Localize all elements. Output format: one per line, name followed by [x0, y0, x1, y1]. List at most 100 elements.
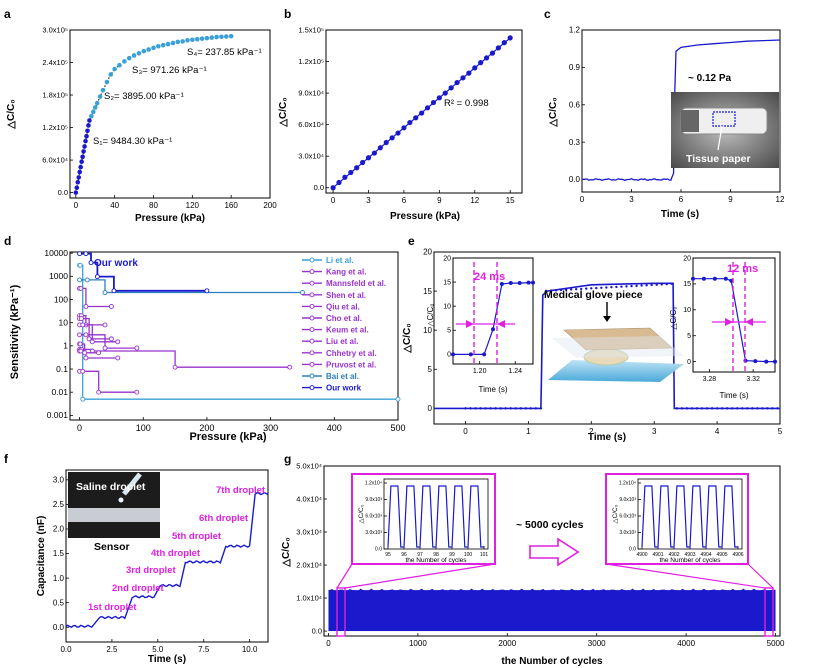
glove-base [548, 360, 684, 382]
data-point-b [336, 179, 342, 186]
e-xtick-label: 2 [589, 427, 594, 436]
panel-g: g 0 1000 2000 3000 4000 5000 0.0 1.0x10⁴ 2.0x10… [281, 452, 785, 667]
marker-e [690, 407, 694, 410]
marker-e [469, 407, 472, 410]
zoom-line-start-left [336, 563, 353, 589]
a-xtick-label: 0 [74, 201, 79, 210]
d-ytick-label: 100 [54, 294, 68, 304]
marker-e [499, 407, 502, 410]
plot-frame-a [69, 29, 271, 199]
marker-e [705, 407, 709, 410]
legend-label: Shen et al. [326, 291, 366, 300]
y-ticks-c: 0.0 0.3 0.6 0.9 1.2 [569, 26, 585, 184]
inset-right-point-e [764, 359, 769, 364]
sensitivity-marker [83, 304, 89, 309]
inset-left-point-e [531, 280, 535, 285]
sensitivity-marker [94, 274, 100, 280]
f-ytick-label: 3.0 [53, 475, 65, 484]
sensitivity-marker [300, 290, 305, 295]
data-point-a [165, 41, 171, 47]
marker-e [544, 289, 548, 293]
inset-right-ylabel-e: △C/C₀ [669, 306, 678, 329]
sensitivity-marker [96, 350, 102, 356]
data-point-b [430, 99, 437, 106]
legend-label: Keum et al. [326, 326, 369, 335]
y-axis-label-b: △C/C₀ [278, 97, 289, 127]
plot-frame-g [323, 465, 781, 637]
inset-right-x-ticks-e: 3.28 3.32 [703, 369, 760, 383]
gR-ytick-label: 3.0x10³ [619, 530, 636, 536]
x-axis-label-b: Pressure (kPa) [390, 211, 460, 222]
panel-e: e 0 1 2 3 4 5 0 5 10 15 20 Time (s) △C/C₀ Medical… [402, 234, 783, 443]
inset-right-y-ticks-g: 0.0 3.0x10³ 6.0x10³ 9.0x10³ 1.2x10⁴ [619, 481, 641, 553]
data-point-b [483, 55, 490, 61]
g-ytick-label: 3.0x10⁴ [296, 528, 322, 537]
data-point-b [354, 165, 360, 171]
data-point-b [495, 45, 501, 51]
eL-ytick-label: 0 [447, 352, 451, 359]
tissue-paper-label: Tissue paper [686, 153, 751, 165]
a-xtick-label: 80 [149, 201, 158, 210]
data-points-b [330, 35, 513, 191]
sensitivity-marker [80, 396, 86, 402]
inset-right-ylabel-g: △C/C₀ [612, 504, 619, 523]
marker-e [660, 283, 663, 286]
data-point-a [112, 66, 117, 72]
droplet-photo-bg [68, 472, 160, 538]
marker-e [736, 407, 739, 410]
inset-left-frame-e [452, 257, 534, 365]
fall-time-label: 12 ms [727, 263, 758, 275]
marker-e [534, 407, 538, 410]
data-point-b [436, 95, 442, 101]
data-point-b [489, 50, 496, 56]
tissue-pointer-line [717, 125, 723, 151]
d-xtick-label: 500 [390, 423, 405, 433]
data-point-a [80, 154, 85, 160]
d-xtick-label: 100 [136, 423, 151, 433]
d-xtick-label: 0 [77, 423, 82, 433]
marker-e [761, 407, 764, 410]
d-ytick-label: 0.1 [56, 364, 68, 374]
cycles-annotation: ~ 5000 cycles [516, 519, 584, 531]
glove-piece-label: Medical glove piece [544, 289, 643, 301]
marker-e [741, 407, 744, 410]
f-xtick-label: 2.5 [106, 645, 118, 654]
marker-e [700, 407, 704, 410]
slope-label-s4: S₄= 237.85 kPa⁻¹ [187, 47, 262, 58]
c-xtick-label: 12 [776, 195, 785, 204]
x-ticks-b: 0 3 6 9 12 15 [331, 190, 515, 205]
inset-left-y-ticks-g: 0.0 3.0x10³ 6.0x10³ 9.0x10³ 1.2x10⁴ [365, 481, 387, 553]
data-point-a [194, 36, 200, 42]
legend-marker [309, 385, 315, 391]
data-point-b [442, 90, 448, 96]
g-ytick-label: 5.0x10⁴ [296, 462, 322, 471]
legend-marker [309, 373, 315, 379]
gL-cycle-wave [387, 485, 484, 548]
legend-label: Liu et al. [326, 337, 358, 346]
cycling-area-g [328, 588, 776, 632]
marker-e [549, 289, 553, 292]
droplet-label-2: 2nd droplet [112, 583, 165, 594]
legend-marker [309, 315, 315, 321]
our-work-label-d: Our work [94, 258, 138, 269]
b-xtick-label: 6 [402, 196, 407, 205]
inset-right-point-e [723, 276, 728, 281]
g-xtick-label: 0 [326, 639, 331, 648]
data-point-b [413, 115, 419, 121]
inset-left-point-e [499, 282, 504, 287]
eL-ytick-label: 5 [447, 328, 451, 335]
droplet-label-6: 6th droplet [199, 513, 249, 524]
inset-left-point-e [451, 352, 455, 357]
d-xtick-label: 400 [327, 423, 342, 433]
marker-e [479, 407, 482, 410]
legend-marker [309, 350, 315, 356]
marker-e [504, 407, 507, 410]
panel-label-a: a [4, 7, 11, 21]
marker-e [771, 407, 774, 410]
b-ytick-label: 3.0x10⁴ [298, 152, 324, 161]
data-point-a [81, 149, 86, 154]
gR-xtick-label: 4900 [636, 552, 647, 558]
device-cap [681, 110, 699, 132]
x-ticks-f: 0.0 2.5 5.0 7.5 10.0 [60, 639, 258, 654]
